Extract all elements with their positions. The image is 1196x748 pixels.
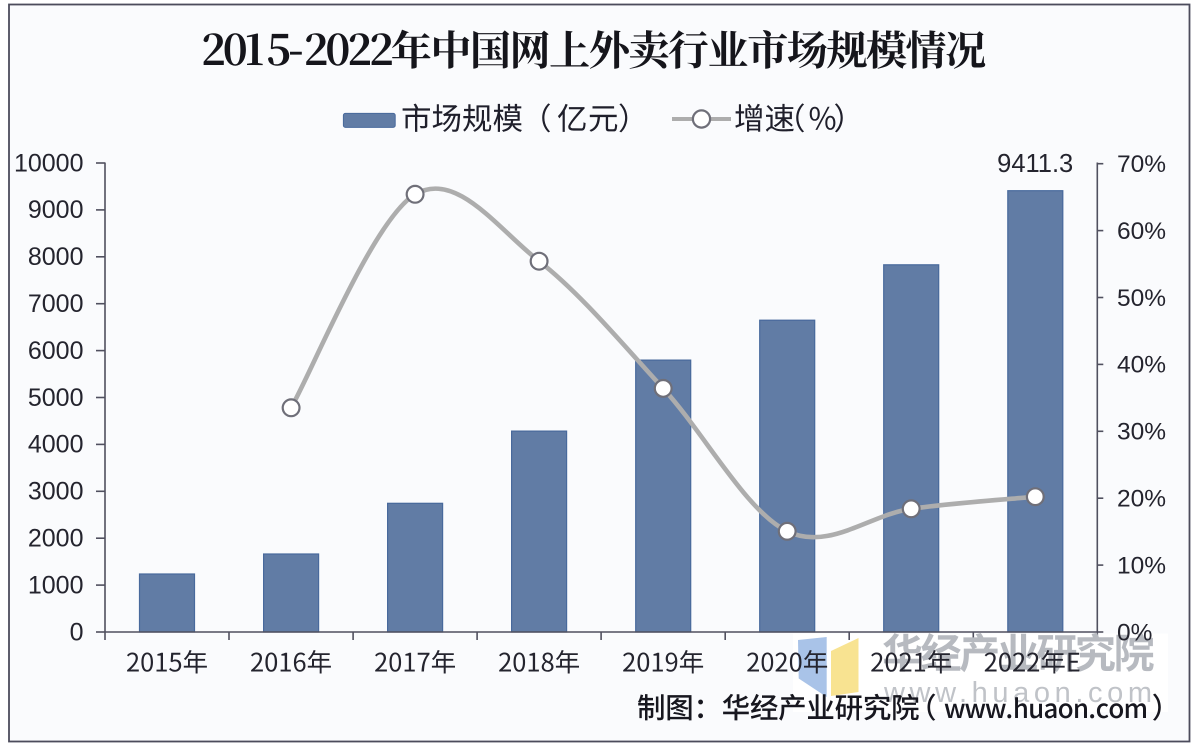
svg-text:0: 0 bbox=[70, 618, 84, 646]
svg-text:30%: 30% bbox=[1117, 419, 1166, 446]
svg-text:10000: 10000 bbox=[14, 149, 84, 177]
svg-text:40%: 40% bbox=[1117, 352, 1166, 379]
svg-text:20%: 20% bbox=[1117, 486, 1166, 513]
svg-text:6000: 6000 bbox=[28, 337, 84, 365]
svg-text:3000: 3000 bbox=[28, 478, 84, 506]
svg-text:5000: 5000 bbox=[28, 384, 84, 412]
svg-text:0%: 0% bbox=[1117, 619, 1152, 646]
svg-text:2000: 2000 bbox=[28, 525, 84, 553]
svg-text:70%: 70% bbox=[1117, 151, 1166, 178]
svg-text:60%: 60% bbox=[1117, 218, 1166, 245]
svg-text:50%: 50% bbox=[1117, 285, 1166, 312]
svg-text:10%: 10% bbox=[1117, 552, 1166, 579]
svg-text:9000: 9000 bbox=[28, 196, 84, 224]
svg-text:9411.3: 9411.3 bbox=[997, 150, 1073, 178]
svg-text:8000: 8000 bbox=[28, 243, 84, 271]
svg-text:1000: 1000 bbox=[28, 571, 84, 599]
svg-text:7000: 7000 bbox=[28, 290, 84, 318]
svg-text:4000: 4000 bbox=[28, 431, 84, 459]
